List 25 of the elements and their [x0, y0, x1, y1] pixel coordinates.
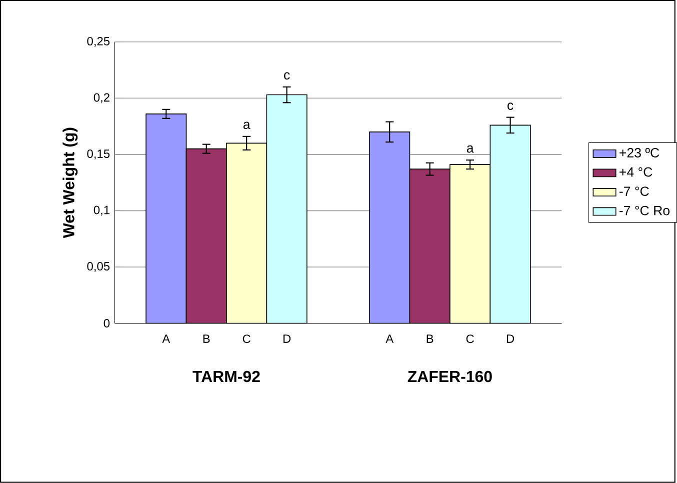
legend-label: -7 °C Ro	[620, 206, 670, 216]
x-tick-label: TARM-92	[192, 370, 260, 382]
text: B	[426, 334, 434, 343]
data-label: c	[508, 102, 514, 110]
y-tick-label: 0,15	[87, 150, 110, 160]
y-tick-label: 0	[104, 319, 110, 328]
legend-label: +4 °C	[620, 167, 652, 177]
y-tick-label: 0,2	[94, 93, 110, 104]
text: D	[283, 334, 291, 343]
text: A	[386, 334, 394, 343]
y-axis-title: Wet Weight (g)	[62, 128, 78, 238]
data-label: a	[243, 122, 250, 130]
y-tick-label: 0,1	[94, 206, 110, 216]
text: B	[203, 334, 210, 343]
text: D	[506, 334, 514, 343]
data-label: a	[466, 145, 474, 153]
data-label: c	[284, 72, 290, 80]
x-tick-label: ZAFER-160	[408, 370, 492, 382]
y-tick-label: 0,25	[87, 37, 110, 47]
text: C	[466, 334, 474, 344]
legend-label: +23 ºC	[620, 148, 660, 158]
text: A	[162, 334, 170, 343]
legend-label: -7 °C	[620, 186, 649, 196]
text: C	[242, 334, 250, 344]
y-tick-label: 0,05	[87, 262, 110, 272]
